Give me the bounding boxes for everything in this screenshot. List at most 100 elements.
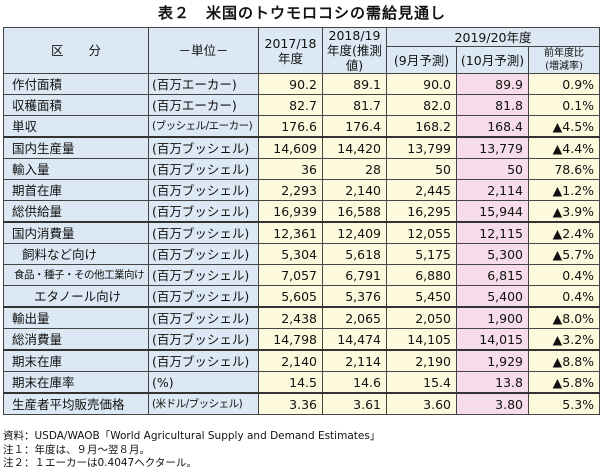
value-2018: 89.1 — [322, 73, 387, 95]
row-unit: (百万ブッシェル) — [148, 328, 259, 351]
value-sep-forecast: 14,105 — [386, 328, 457, 351]
table-row: 作付面積 (百万エーカー) 90.2 89.1 90.0 89.9 0.9% — [3, 73, 601, 95]
value-oct-forecast: 89.9 — [456, 73, 529, 95]
value-2018: 3.61 — [322, 392, 387, 415]
table-title: 表２ 米国のトウモロコシの需給見通し — [157, 4, 446, 22]
value-change: ▲1.2% — [527, 179, 601, 201]
value-oct-forecast: 50 — [456, 158, 529, 180]
value-change: ▲2.4% — [527, 221, 601, 244]
header-sep-forecast: (9月予測) — [386, 46, 457, 74]
table-row: 収穫面積 (百万エーカー) 82.7 81.7 82.0 81.8 0.1% — [3, 94, 601, 116]
value-change: 0.9% — [527, 73, 601, 95]
table-row: 食品・種子・その他工業向け (百万ブッシェル) 7,057 6,791 6,880 6,8… — [3, 264, 601, 286]
row-label: 総消費量 — [3, 328, 149, 351]
table-row: 期末在庫率 (%) 14.5 14.6 15.4 13.8 ▲5.8% — [3, 371, 601, 394]
value-2018: 5,618 — [322, 243, 387, 265]
value-oct-forecast: 15,944 — [456, 200, 529, 223]
value-sep-forecast: 5,450 — [386, 285, 457, 308]
value-change: 0.4% — [527, 264, 601, 286]
value-sep-forecast: 3.60 — [386, 392, 457, 415]
value-2018: 12,409 — [322, 221, 387, 244]
value-oct-forecast: 1,900 — [456, 306, 529, 329]
header-category: 区 分 — [3, 27, 149, 74]
value-change: 0.4% — [527, 285, 601, 308]
value-oct-forecast: 12,115 — [456, 221, 529, 244]
value-2018: 2,114 — [322, 349, 387, 372]
header-2017-text: 2017/18年度 — [264, 35, 317, 66]
supply-demand-table: 区 分 －単位－ 2017/18年度 2018/19年度(推測値) 2019/2… — [3, 27, 601, 415]
row-unit: (米ドル/ブッシェル) — [148, 392, 259, 415]
row-label: 期首在庫 — [3, 179, 149, 201]
row-unit: (ブッシェル/エーカー) — [148, 115, 259, 138]
row-unit: (百万ブッシェル) — [148, 221, 259, 244]
value-oct-forecast: 3.80 — [456, 392, 529, 415]
row-label: 飼料など向け — [3, 243, 149, 265]
table-row: 輸入量 (百万ブッシェル) 36 28 50 50 78.6% — [3, 158, 601, 180]
row-label: 国内消費量 — [3, 221, 149, 244]
table-row: 単収 (ブッシェル/エーカー) 176.6 176.4 168.2 168.4 ▲4.5% — [3, 115, 601, 138]
value-2017: 5,605 — [258, 285, 323, 308]
table-row: 飼料など向け (百万ブッシェル) 5,304 5,618 5,175 5,300 ▲5.7% — [3, 243, 601, 265]
value-2017: 3.36 — [258, 392, 323, 415]
value-sep-forecast: 6,880 — [386, 264, 457, 286]
value-oct-forecast: 81.8 — [456, 94, 529, 116]
value-2017: 2,293 — [258, 179, 323, 201]
value-change: 78.6% — [527, 158, 601, 180]
table-row: 総消費量 (百万ブッシェル) 14,798 14,474 14,105 14,015 ▲3.… — [3, 328, 601, 351]
value-2018: 5,376 — [322, 285, 387, 308]
value-2018: 2,065 — [322, 306, 387, 329]
value-2017: 176.6 — [258, 115, 323, 138]
value-2017: 14,609 — [258, 136, 323, 159]
row-label: 生産者平均販売価格 — [3, 392, 149, 415]
value-sep-forecast: 2,190 — [386, 349, 457, 372]
row-unit: (百万ブッシェル) — [148, 243, 259, 265]
value-sep-forecast: 50 — [386, 158, 457, 180]
note-source: 資料：USDA/WAOB「World Agricultural Supply a… — [3, 430, 381, 442]
value-change: ▲3.2% — [527, 328, 601, 351]
value-sep-forecast: 15.4 — [386, 371, 457, 394]
header-2017: 2017/18年度 — [258, 27, 323, 74]
value-sep-forecast: 90.0 — [386, 73, 457, 95]
row-unit: (百万ブッシェル) — [148, 349, 259, 372]
value-change: ▲5.7% — [527, 243, 601, 265]
row-label: 期末在庫 — [3, 349, 149, 372]
value-2018: 81.7 — [322, 94, 387, 116]
table-row: エタノール向け (百万ブッシェル) 5,605 5,376 5,450 5,400 0.4% — [3, 285, 601, 308]
table-row: 国内消費量 (百万ブッシェル) 12,361 12,409 12,055 12,115 ▲2… — [3, 221, 601, 244]
value-change: ▲4.4% — [527, 136, 601, 159]
table-row: 期末在庫 (百万ブッシェル) 2,140 2,114 2,190 1,929 ▲8.8% — [3, 349, 601, 372]
value-oct-forecast: 1,929 — [456, 349, 529, 372]
value-oct-forecast: 14,015 — [456, 328, 529, 351]
value-sep-forecast: 12,055 — [386, 221, 457, 244]
value-oct-forecast: 13,779 — [456, 136, 529, 159]
value-oct-forecast: 168.4 — [456, 115, 529, 138]
row-unit: (百万エーカー) — [148, 94, 259, 116]
value-2018: 28 — [322, 158, 387, 180]
value-2018: 176.4 — [322, 115, 387, 138]
value-change: ▲8.0% — [527, 306, 601, 329]
value-change: ▲3.9% — [527, 200, 601, 223]
table-row: 輸出量 (百万ブッシェル) 2,438 2,065 2,050 1,900 ▲8.0% — [3, 306, 601, 329]
value-2017: 14.5 — [258, 371, 323, 394]
value-change: ▲5.8% — [527, 371, 601, 394]
row-unit: (百万エーカー) — [148, 73, 259, 95]
value-2017: 82.7 — [258, 94, 323, 116]
value-2018: 14.6 — [322, 371, 387, 394]
value-2018: 16,588 — [322, 200, 387, 223]
table-row: 生産者平均販売価格 (米ドル/ブッシェル) 3.36 3.61 3.60 3.80 5.3% — [3, 392, 601, 415]
header-2018-text: 2018/19年度(推測値) — [327, 28, 382, 73]
row-label: 作付面積 — [3, 73, 149, 95]
value-sep-forecast: 13,799 — [386, 136, 457, 159]
row-label: 総供給量 — [3, 200, 149, 223]
value-change: 5.3% — [527, 392, 601, 415]
value-2018: 14,420 — [322, 136, 387, 159]
value-sep-forecast: 16,295 — [386, 200, 457, 223]
row-unit: (百万ブッシェル) — [148, 285, 259, 308]
row-unit: (百万ブッシェル) — [148, 158, 259, 180]
row-unit: (百万ブッシェル) — [148, 200, 259, 223]
notes: 資料：USDA/WAOB「World Agricultural Supply a… — [3, 430, 380, 471]
row-label: 国内生産量 — [3, 136, 149, 159]
value-2017: 36 — [258, 158, 323, 180]
header-2018: 2018/19年度(推測値) — [322, 27, 387, 74]
value-2017: 7,057 — [258, 264, 323, 286]
